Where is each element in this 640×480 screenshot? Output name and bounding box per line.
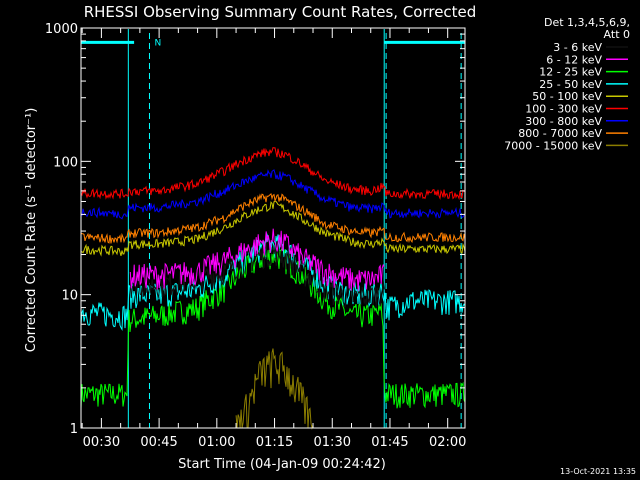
legend-label-2: 12 - 25 keV <box>539 66 602 79</box>
legend-label-0: 3 - 6 keV <box>553 41 602 54</box>
x-axis-label: Start Time (04-Jan-09 00:24:42) <box>178 457 386 472</box>
y-tick-label-0: 1 <box>70 422 78 437</box>
legend-label-1: 6 - 12 keV <box>546 53 602 66</box>
x-tick-label-1: 00:45 <box>140 435 177 450</box>
plot-timestamp: 13-Oct-2021 13:35 <box>560 467 636 476</box>
legend-label-8: 7000 - 15000 keV <box>504 139 602 152</box>
series-line-5 <box>80 146 466 201</box>
series-line-1 <box>129 228 385 291</box>
plot-frame <box>80 27 466 429</box>
series-line-0 <box>129 242 385 308</box>
x-tick-label-3: 01:15 <box>256 435 293 450</box>
axes-layer: 1 10 100 1000 00:30 00:45 01:00 01:15 01:30 01:45… <box>45 22 467 450</box>
series-line-8 <box>235 348 314 430</box>
x-tick-label-2: 01:00 <box>198 435 235 450</box>
series-line-4 <box>80 200 466 257</box>
x-tick-label-0: 00:30 <box>83 435 120 450</box>
x-tick-label-5: 01:45 <box>371 435 408 450</box>
series-layer <box>80 146 466 430</box>
series-line-6 <box>80 169 466 220</box>
legend-label-6: 300 - 800 keV <box>525 115 602 128</box>
y-tick-label-1: 10 <box>61 289 78 304</box>
x-tick-label-6: 02:00 <box>429 435 466 450</box>
y-tick-label-3: 1000 <box>45 22 78 37</box>
y-tick-label-2: 100 <box>53 155 78 170</box>
night-marker-label: N <box>154 38 161 48</box>
legend-label-5: 100 - 300 keV <box>525 103 602 116</box>
series-line-2 <box>80 248 466 409</box>
chart-title: RHESSI Observing Summary Count Rates, Co… <box>84 3 477 21</box>
x-tick-label-4: 01:30 <box>314 435 351 450</box>
flags-layer: N <box>81 29 465 428</box>
legend-label-7: 800 - 7000 keV <box>518 127 602 140</box>
legend-label-3: 25 - 50 keV <box>539 78 602 91</box>
series-line-7 <box>80 193 466 244</box>
series-line-3 <box>80 232 466 332</box>
legend-header-line-1: Det 1,3,4,5,6,9, <box>544 16 630 29</box>
legend-label-4: 50 - 100 keV <box>532 90 602 103</box>
legend-header-line-2: Att 0 <box>604 28 630 41</box>
y-axis-label: Corrected Count Rate (s⁻¹ detector⁻¹) <box>24 108 39 353</box>
